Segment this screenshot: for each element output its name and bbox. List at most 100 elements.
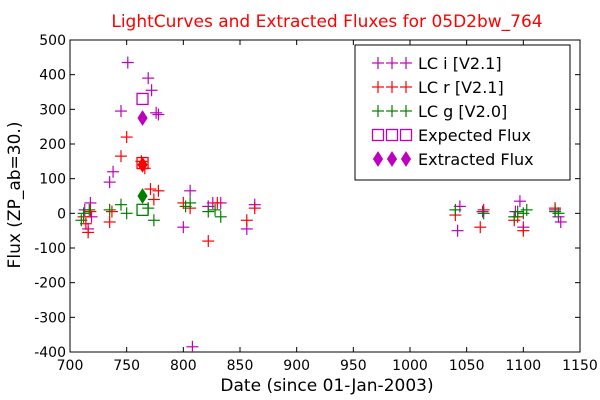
legend-marker: [400, 151, 412, 167]
y-tick-label: 200: [39, 137, 66, 153]
data-point: [82, 226, 95, 239]
series-4: [137, 110, 148, 204]
data-point: [177, 221, 190, 234]
x-tick-label: 1150: [562, 358, 598, 374]
data-point: [142, 72, 155, 85]
data-point: [248, 202, 261, 215]
data-point: [120, 207, 133, 220]
data-point: [202, 235, 215, 248]
legend-marker: [400, 105, 412, 117]
x-tick-label: 900: [283, 358, 310, 374]
data-point: [240, 214, 253, 227]
series-2: [75, 196, 565, 227]
x-axis-label: Date (since 01-Jan-2003): [220, 376, 433, 396]
legend-marker: [386, 151, 398, 167]
x-tick-label: 750: [113, 358, 140, 374]
x-tick-label: 1050: [449, 358, 485, 374]
legend-marker: [386, 81, 398, 93]
data-point: [211, 196, 224, 209]
data-point: [202, 205, 215, 218]
legend-item: Expected Flux: [371, 126, 531, 145]
chart-title: LightCurves and Extracted Fluxes for 05D…: [111, 12, 542, 32]
data-point: [115, 105, 127, 118]
data-point: [144, 183, 157, 196]
x-tick-label: 950: [340, 358, 367, 374]
x-tick-label: 1000: [392, 358, 428, 374]
data-point: [511, 205, 524, 218]
y-tick-label: -300: [34, 310, 66, 326]
legend-marker: [372, 105, 384, 117]
data-point: [184, 184, 197, 197]
data-point: [137, 110, 148, 126]
data-point: [186, 340, 199, 353]
y-tick-label: -400: [34, 345, 66, 361]
y-tick-label: 400: [39, 68, 66, 84]
y-tick-label: 0: [57, 206, 66, 222]
data-point: [121, 56, 134, 69]
data-point: [152, 108, 165, 121]
data-point: [137, 156, 148, 173]
y-tick-label: -100: [34, 241, 66, 257]
x-tick-label: 700: [57, 358, 84, 374]
legend-marker: [371, 128, 385, 142]
data-point: [136, 92, 149, 106]
data-point: [120, 131, 133, 144]
data-point: [508, 210, 521, 223]
data-point: [84, 205, 97, 218]
legend-marker: [372, 81, 384, 93]
x-tick-label: 800: [170, 358, 197, 374]
legend-label: LC i [V2.1]: [418, 54, 502, 73]
y-tick-label: 300: [39, 102, 66, 118]
data-point: [150, 106, 163, 119]
legend-marker: [400, 57, 412, 69]
legend-marker: [372, 151, 384, 167]
legend-item: Extracted Flux: [372, 150, 534, 169]
data-point: [517, 207, 530, 220]
legend-item: LC g [V2.0]: [372, 102, 507, 121]
legend-item: LC i [V2.1]: [372, 54, 502, 73]
data-point: [476, 205, 489, 218]
data-point: [451, 224, 464, 237]
legend-marker: [385, 128, 399, 142]
data-point: [520, 203, 533, 216]
data-point: [115, 150, 127, 163]
data-point: [554, 216, 567, 228]
data-point: [214, 210, 227, 223]
data-point: [137, 188, 148, 204]
data-point: [145, 84, 158, 97]
y-tick-label: -200: [34, 276, 66, 292]
legend-marker: [400, 81, 412, 93]
data-point: [115, 198, 127, 211]
data-point: [552, 207, 565, 220]
data-point: [517, 224, 530, 237]
data-point: [103, 203, 116, 216]
data-point: [103, 176, 116, 189]
plot-frame: [69, 39, 581, 353]
series-0: [78, 56, 567, 353]
legend-label: LC r [V2.1]: [418, 78, 504, 97]
y-tick-label: 500: [39, 33, 66, 49]
data-point: [209, 203, 222, 216]
data-point: [103, 216, 116, 228]
data-point: [136, 203, 149, 217]
data-point: [75, 214, 88, 227]
legend: LC i [V2.1] LC r [V2.1] LC g [V2.0] Expecte…: [354, 44, 571, 181]
legend-item: LC r [V2.1]: [372, 78, 504, 97]
data-point: [147, 214, 160, 227]
legend-marker: [399, 128, 413, 142]
data-point: [107, 165, 120, 178]
data-point: [449, 203, 462, 216]
data-point: [184, 196, 197, 209]
legend-marker: [386, 57, 398, 69]
x-tick-label: 850: [227, 358, 254, 374]
legend-marker: [386, 105, 398, 117]
legend-marker: [372, 57, 384, 69]
data-point: [147, 193, 160, 206]
data-point: [477, 207, 490, 220]
plot-area: 700 750 800 850 900 950 1000 1050 1100 1150-400-3…: [34, 33, 598, 374]
y-axis-label: Flux (ZP_ab=30.): [5, 122, 25, 269]
data-point: [549, 205, 562, 218]
data-point: [152, 184, 165, 197]
